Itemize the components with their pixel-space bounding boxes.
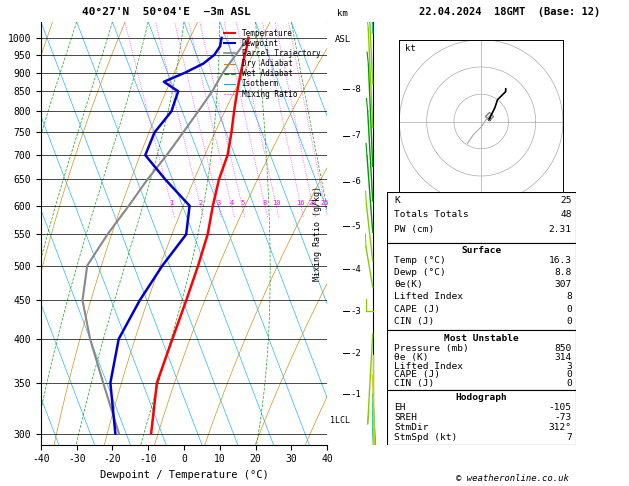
Text: Hodograph: Hodograph: [455, 393, 507, 402]
Legend: Temperature, Dewpoint, Parcel Trajectory, Dry Adiabat, Wet Adiabat, Isotherm, Mi: Temperature, Dewpoint, Parcel Trajectory…: [221, 26, 323, 102]
Text: Pressure (mb): Pressure (mb): [394, 344, 469, 353]
Text: -2: -2: [351, 349, 362, 358]
Text: 22.04.2024  18GMT  (Base: 12): 22.04.2024 18GMT (Base: 12): [419, 7, 600, 17]
Text: θe (K): θe (K): [394, 353, 429, 362]
Text: 2.31: 2.31: [548, 225, 572, 234]
Text: Mixing Ratio (g/kg): Mixing Ratio (g/kg): [313, 186, 322, 281]
Text: PW (cm): PW (cm): [394, 225, 435, 234]
Text: -4: -4: [351, 265, 362, 274]
Text: 4: 4: [230, 200, 234, 206]
Text: 0: 0: [566, 380, 572, 388]
Text: 25: 25: [321, 200, 330, 206]
Text: 8.8: 8.8: [555, 268, 572, 278]
Text: 3: 3: [216, 200, 221, 206]
Text: Temp (°C): Temp (°C): [394, 257, 446, 265]
Y-axis label: hPa: hPa: [0, 224, 2, 243]
Text: Surface: Surface: [461, 246, 501, 255]
Bar: [387, 192, 576, 243]
Text: θe(K): θe(K): [394, 280, 423, 290]
Text: 1: 1: [169, 200, 174, 206]
Text: 0: 0: [566, 370, 572, 380]
Text: 25: 25: [560, 196, 572, 205]
Text: -6: -6: [351, 177, 362, 187]
Text: -73: -73: [555, 414, 572, 422]
Text: 314: 314: [555, 353, 572, 362]
Text: Lifted Index: Lifted Index: [394, 293, 464, 301]
Text: 5: 5: [240, 200, 244, 206]
Text: 2: 2: [198, 200, 203, 206]
Text: 8: 8: [566, 293, 572, 301]
Text: 20: 20: [309, 200, 317, 206]
Text: -1: -1: [351, 390, 362, 399]
Text: 312°: 312°: [548, 423, 572, 433]
Text: StmSpd (kt): StmSpd (kt): [394, 434, 458, 442]
Text: Most Unstable: Most Unstable: [444, 333, 518, 343]
Text: 0: 0: [566, 305, 572, 313]
Text: km: km: [337, 9, 348, 17]
Text: CIN (J): CIN (J): [394, 380, 435, 388]
Text: Dewp (°C): Dewp (°C): [394, 268, 446, 278]
Text: 10: 10: [272, 200, 281, 206]
Text: ASL: ASL: [335, 35, 351, 44]
Text: K: K: [394, 196, 400, 205]
Text: CIN (J): CIN (J): [394, 316, 435, 326]
Text: -7: -7: [351, 131, 362, 140]
Text: 307: 307: [555, 280, 572, 290]
Text: 3: 3: [566, 362, 572, 370]
Text: EH: EH: [394, 403, 406, 413]
Text: 48: 48: [560, 210, 572, 219]
Text: SREH: SREH: [394, 414, 418, 422]
Text: 40°27'N  50°04'E  −3m ASL: 40°27'N 50°04'E −3m ASL: [82, 7, 251, 17]
Bar: [387, 330, 576, 390]
Text: 0: 0: [566, 316, 572, 326]
Text: 1LCL: 1LCL: [330, 416, 350, 425]
Text: 16: 16: [296, 200, 305, 206]
Text: -105: -105: [548, 403, 572, 413]
Text: 7: 7: [566, 434, 572, 442]
Bar: [387, 390, 576, 445]
Text: © weatheronline.co.uk: © weatheronline.co.uk: [456, 474, 569, 483]
Text: CAPE (J): CAPE (J): [394, 305, 440, 313]
Bar: [387, 243, 576, 330]
Text: -5: -5: [351, 222, 362, 231]
Text: 850: 850: [555, 344, 572, 353]
Text: Lifted Index: Lifted Index: [394, 362, 464, 370]
Text: 8: 8: [263, 200, 267, 206]
Text: Totals Totals: Totals Totals: [394, 210, 469, 219]
Text: -8: -8: [351, 85, 362, 94]
Text: CAPE (J): CAPE (J): [394, 370, 440, 380]
Text: 16.3: 16.3: [548, 257, 572, 265]
X-axis label: Dewpoint / Temperature (°C): Dewpoint / Temperature (°C): [99, 470, 269, 480]
Text: kt: kt: [405, 44, 416, 52]
Text: -3: -3: [351, 307, 362, 316]
Text: StmDir: StmDir: [394, 423, 429, 433]
